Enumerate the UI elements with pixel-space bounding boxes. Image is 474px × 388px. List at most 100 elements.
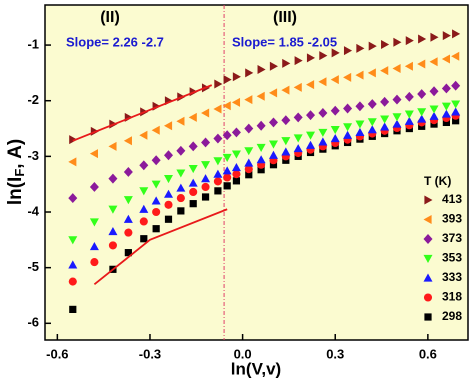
marker	[244, 95, 253, 105]
marker	[231, 162, 241, 172]
marker	[294, 56, 303, 66]
marker	[256, 91, 265, 101]
marker	[152, 207, 161, 217]
marker	[306, 110, 316, 121]
legend-marker	[423, 254, 433, 263]
legend-marker	[423, 234, 433, 244]
marker	[256, 155, 266, 164]
marker	[268, 150, 278, 159]
marker	[164, 189, 174, 198]
marker	[404, 61, 413, 71]
marker	[108, 173, 118, 184]
marker	[151, 125, 160, 135]
legend-label: 298	[442, 309, 462, 323]
y-tick-label: -6	[27, 315, 39, 330]
marker	[213, 169, 223, 178]
legend-label: 413	[442, 192, 462, 206]
legend-label: 333	[442, 270, 462, 284]
marker	[139, 187, 149, 196]
marker	[151, 180, 161, 189]
marker	[343, 123, 353, 132]
marker	[441, 83, 451, 94]
marker	[441, 102, 451, 111]
fit-line	[93, 208, 228, 286]
marker	[108, 226, 118, 236]
marker	[164, 175, 174, 184]
marker	[429, 86, 439, 97]
marker	[231, 127, 241, 138]
legend-marker	[423, 215, 432, 224]
marker	[343, 130, 353, 139]
marker	[89, 218, 99, 227]
marker	[164, 150, 174, 161]
marker	[330, 126, 340, 135]
legend-marker	[423, 273, 433, 282]
marker	[152, 225, 160, 233]
marker	[404, 110, 414, 119]
marker	[367, 118, 377, 127]
marker	[89, 149, 99, 159]
y-title-sub: F	[12, 169, 27, 177]
marker	[89, 242, 99, 251]
marker	[452, 29, 461, 39]
marker	[201, 161, 211, 170]
marker	[214, 79, 223, 89]
marker	[223, 173, 232, 182]
legend-label: 353	[442, 251, 462, 265]
marker	[222, 166, 232, 175]
legend-label: 318	[442, 290, 462, 304]
marker	[124, 228, 133, 237]
marker	[281, 137, 291, 146]
marker	[368, 41, 377, 51]
marker	[417, 108, 427, 117]
marker	[244, 147, 254, 156]
marker	[282, 58, 291, 68]
legend-marker	[424, 313, 432, 321]
marker	[306, 131, 316, 140]
marker	[319, 51, 328, 61]
marker	[417, 114, 427, 123]
marker	[189, 200, 197, 208]
marker	[245, 171, 253, 179]
marker	[293, 134, 303, 143]
marker	[68, 260, 78, 269]
marker	[89, 182, 99, 192]
marker	[256, 143, 266, 152]
marker	[108, 141, 117, 151]
marker	[139, 160, 149, 171]
marker	[367, 99, 377, 110]
marker	[223, 182, 231, 190]
marker	[306, 140, 316, 149]
y-tick-label: -2	[27, 92, 39, 107]
plot-area	[44, 4, 469, 341]
marker	[139, 204, 149, 213]
marker	[330, 105, 340, 116]
marker	[380, 66, 389, 76]
slope-label: Slope= 1.85 -2.05	[232, 34, 337, 49]
marker	[68, 157, 77, 167]
x-tick-label: -0.3	[139, 346, 161, 361]
marker	[330, 75, 339, 85]
marker	[269, 61, 278, 71]
marker	[188, 141, 198, 152]
marker	[293, 112, 303, 123]
region-label: (III)	[273, 9, 297, 26]
marker	[244, 123, 254, 134]
marker	[268, 88, 278, 98]
marker	[176, 194, 185, 203]
marker	[108, 205, 118, 214]
marker	[281, 147, 291, 156]
x-tick-label: 0.3	[326, 346, 344, 361]
marker	[392, 113, 402, 122]
marker	[451, 51, 460, 61]
marker	[139, 217, 148, 226]
marker	[356, 43, 365, 53]
marker	[231, 97, 241, 107]
marker	[201, 137, 211, 148]
marker	[293, 82, 302, 92]
legend-label: 393	[442, 212, 462, 226]
marker	[268, 140, 278, 149]
marker	[176, 183, 186, 192]
marker	[68, 193, 78, 204]
